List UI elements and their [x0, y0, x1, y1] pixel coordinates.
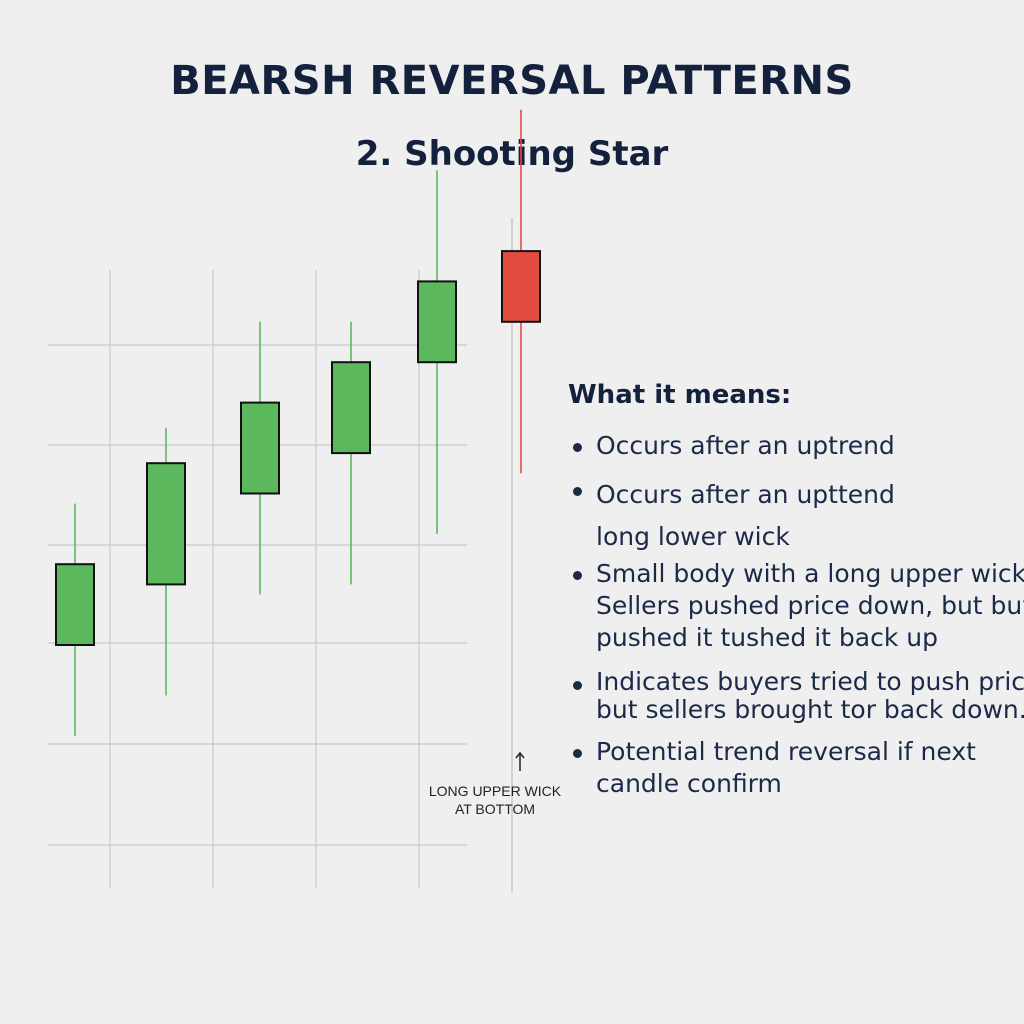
bullet-icon [573, 443, 582, 452]
chart-subtitle: 2. Shooting Star [355, 134, 669, 174]
candle-body [501, 250, 541, 323]
bullet-icon [573, 487, 582, 496]
bullet-icon [573, 571, 582, 580]
explanation-bullet: Potential trend reversal if next candle … [596, 737, 976, 798]
explanation-bullet: Occurs after an upttend long lower wick [596, 480, 895, 551]
explanation-heading: What it means: [568, 380, 792, 410]
candle-body [417, 280, 457, 364]
candle-body [55, 563, 95, 647]
bullet-icon [573, 749, 582, 758]
explanation-bullet: Indicates buyers tried to push price but… [596, 667, 1024, 724]
explanation-bullet: Small body with a long upper wick Seller… [596, 559, 1024, 652]
arrow-up-icon [515, 751, 525, 771]
candle-body [331, 361, 371, 455]
bullet-icon [573, 681, 582, 690]
candle-body [240, 401, 280, 495]
chart-title: BEARSH REVERSAL PATTERNS [170, 58, 854, 104]
explanation-bullet: Occurs after an uptrend [596, 431, 895, 460]
candle-body [146, 462, 186, 586]
wick-annotation: LONG UPPER WICK AT BOTTOM [428, 783, 562, 817]
